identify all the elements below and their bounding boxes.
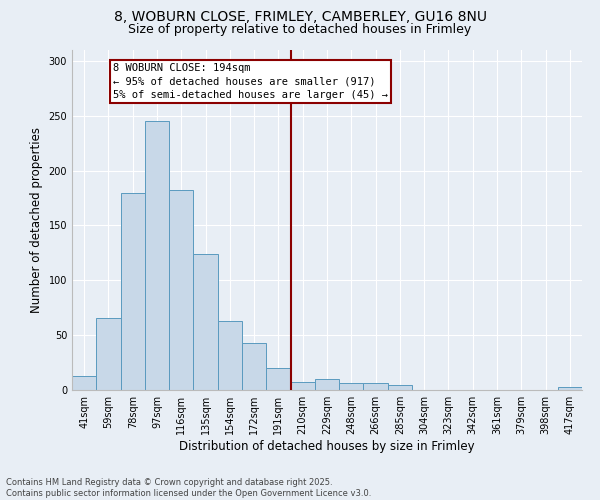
Bar [388, 384, 412, 390]
Text: Contains HM Land Registry data © Crown copyright and database right 2025.
Contai: Contains HM Land Registry data © Crown c… [6, 478, 371, 498]
Bar [218, 321, 242, 390]
Bar [315, 379, 339, 390]
Bar [72, 376, 96, 390]
Bar [339, 384, 364, 390]
Text: Size of property relative to detached houses in Frimley: Size of property relative to detached ho… [128, 22, 472, 36]
Bar [290, 382, 315, 390]
Bar [96, 318, 121, 390]
Text: 8 WOBURN CLOSE: 194sqm
← 95% of detached houses are smaller (917)
5% of semi-det: 8 WOBURN CLOSE: 194sqm ← 95% of detached… [113, 63, 388, 100]
Text: 8, WOBURN CLOSE, FRIMLEY, CAMBERLEY, GU16 8NU: 8, WOBURN CLOSE, FRIMLEY, CAMBERLEY, GU1… [113, 10, 487, 24]
Bar [169, 190, 193, 390]
Bar [364, 384, 388, 390]
Bar [266, 368, 290, 390]
Bar [121, 192, 145, 390]
Y-axis label: Number of detached properties: Number of detached properties [30, 127, 43, 313]
Bar [242, 343, 266, 390]
Bar [558, 386, 582, 390]
Bar [193, 254, 218, 390]
X-axis label: Distribution of detached houses by size in Frimley: Distribution of detached houses by size … [179, 440, 475, 453]
Bar [145, 122, 169, 390]
